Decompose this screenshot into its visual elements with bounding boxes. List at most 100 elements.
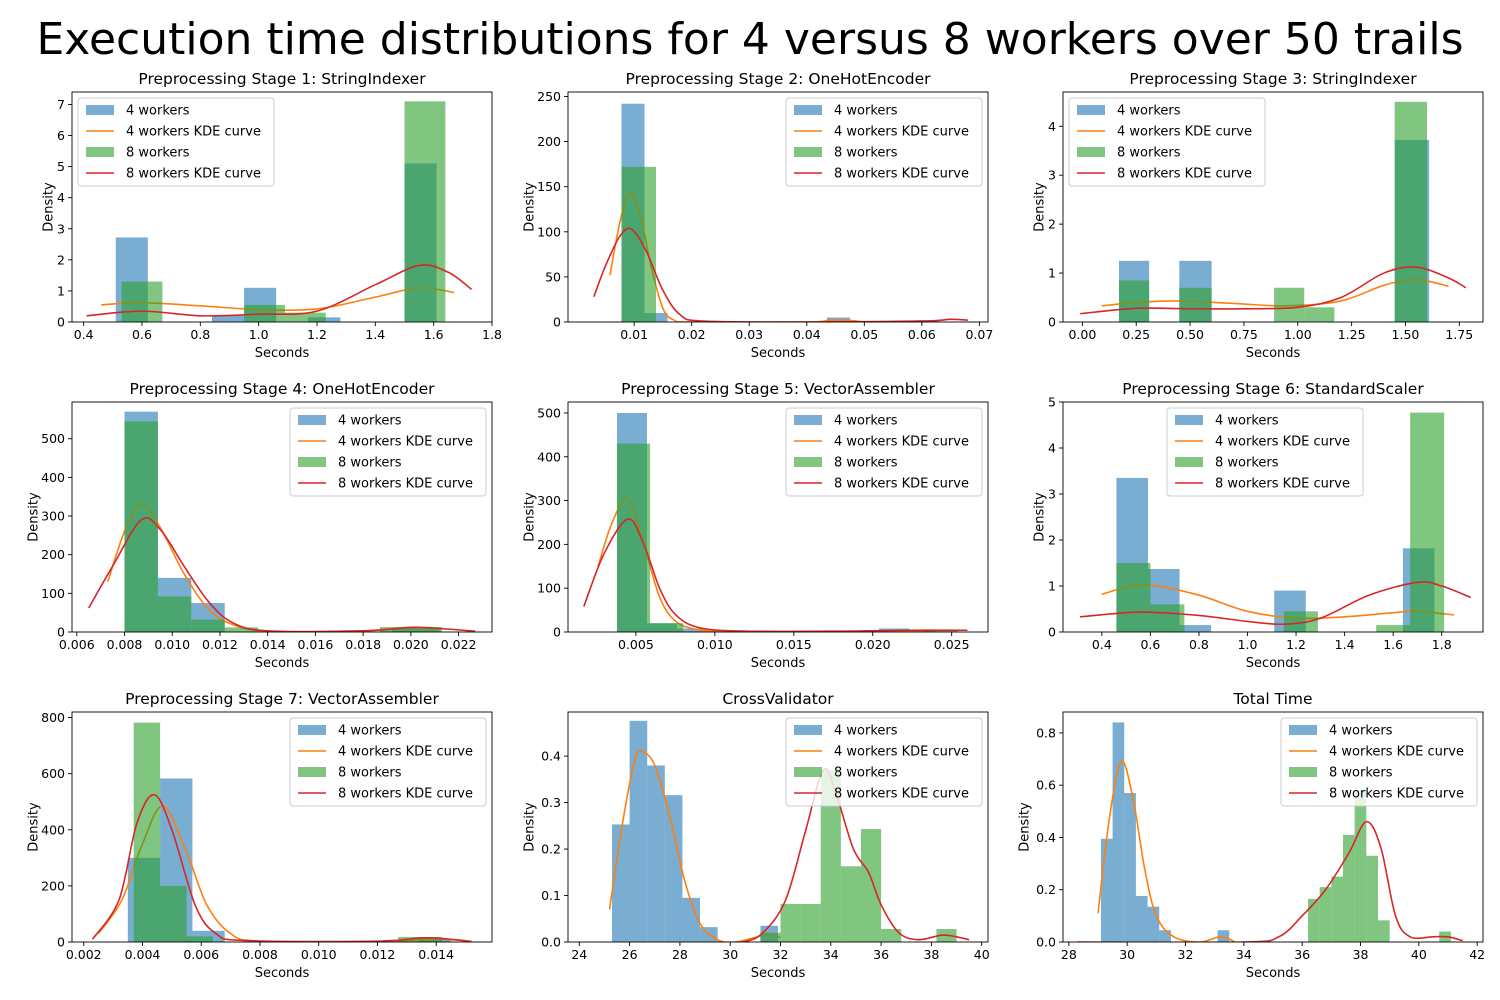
x-tick-label: 36 bbox=[873, 947, 889, 962]
legend-box bbox=[1280, 717, 1478, 807]
hist-bar bbox=[1100, 838, 1113, 942]
kde-curve bbox=[1079, 581, 1472, 626]
x-tick-label: 32 bbox=[1178, 947, 1194, 962]
legend-swatch bbox=[1289, 767, 1317, 777]
hist-bar bbox=[1135, 896, 1148, 942]
y-axis-label: Density bbox=[27, 492, 42, 542]
x-tick-label: 0.06 bbox=[908, 327, 936, 342]
kde-curve bbox=[91, 793, 472, 942]
hist-bar bbox=[1283, 611, 1318, 632]
y-tick-label: 200 bbox=[537, 537, 561, 552]
legend-label: 4 workers bbox=[338, 724, 402, 739]
legend-label: 8 workers KDE curve bbox=[834, 787, 969, 802]
legend-box bbox=[289, 717, 487, 807]
subplot-title: Preprocessing Stage 2: OneHotEncoder bbox=[626, 70, 932, 88]
y-tick-label: 3 bbox=[1048, 168, 1056, 183]
y-tick-label: 0 bbox=[57, 315, 65, 330]
hist-bar bbox=[124, 421, 158, 632]
x-tick-label: 0.015 bbox=[776, 637, 812, 652]
subplot-title: Preprocessing Stage 4: OneHotEncoder bbox=[130, 380, 436, 398]
subplot-6: 0.4 0.6 0.8 1.0 1.2 1.4 1.6 1.8 0 1 2 3 4 5 Preprocess… bbox=[1033, 380, 1484, 671]
x-tick-label: 30 bbox=[722, 947, 738, 962]
y-tick-label: 300 bbox=[41, 509, 65, 524]
x-tick-label: 1.75 bbox=[1445, 327, 1473, 342]
hist-bar bbox=[1394, 101, 1427, 322]
hist-bar bbox=[780, 903, 801, 942]
hist-bar bbox=[1124, 793, 1136, 942]
y-tick-label: 500 bbox=[537, 405, 561, 420]
legend: 4 workers 4 workers KDE curve 8 workers 8 w… bbox=[77, 97, 275, 187]
legend-label: 4 workers KDE curve bbox=[1117, 125, 1252, 140]
legend-label: 4 workers bbox=[126, 104, 190, 119]
y-tick-label: 100 bbox=[41, 586, 65, 601]
subplot-3: 0.00 0.25 0.50 0.75 1.00 1.25 1.50 1.75 0 1 2 3 4 Pre… bbox=[1033, 70, 1484, 361]
legend-box bbox=[785, 717, 983, 807]
subplot-title: Preprocessing Stage 1: StringIndexer bbox=[138, 70, 426, 88]
y-tick-label: 250 bbox=[537, 89, 561, 104]
y-tick-label: 3 bbox=[57, 221, 65, 236]
plot-area bbox=[88, 411, 476, 632]
y-axis-label: Density bbox=[523, 492, 538, 542]
subplot-7: 0.002 0.004 0.006 0.008 0.010 0.012 0.014 0 200 4… bbox=[27, 690, 493, 981]
x-tick-label: 0.75 bbox=[1230, 327, 1258, 342]
legend-swatch bbox=[1077, 105, 1105, 115]
legend-label: 4 workers bbox=[1215, 414, 1279, 429]
hist-bar bbox=[1378, 920, 1390, 942]
y-tick-label: 500 bbox=[41, 431, 65, 446]
hist-bar bbox=[1308, 898, 1320, 942]
y-tick-label: 5 bbox=[57, 159, 65, 174]
x-tick-label: 0.010 bbox=[301, 947, 337, 962]
y-tick-label: 1 bbox=[1048, 579, 1056, 594]
legend-box bbox=[1166, 407, 1364, 497]
kde-curve bbox=[593, 227, 968, 322]
x-tick-label: 0.07 bbox=[965, 327, 993, 342]
hist-bar bbox=[650, 623, 684, 632]
y-tick-label: 0.0 bbox=[1036, 935, 1056, 950]
x-tick-label: 34 bbox=[823, 947, 839, 962]
x-tick-label: 0.005 bbox=[618, 637, 654, 652]
legend-label: 8 workers bbox=[126, 146, 190, 161]
x-tick-label: 0.05 bbox=[850, 327, 878, 342]
hist-bar bbox=[616, 443, 651, 632]
hist-bar bbox=[800, 903, 821, 942]
x-tick-label: 1.4 bbox=[365, 327, 385, 342]
legend-swatch bbox=[794, 767, 822, 777]
x-tick-label: 26 bbox=[622, 947, 638, 962]
x-tick-label: 0.004 bbox=[125, 947, 161, 962]
subplot-5: 0.005 0.010 0.015 0.020 0.025 0 100 200 300 400 50… bbox=[523, 380, 989, 671]
plot-area bbox=[583, 412, 968, 632]
hist-bar bbox=[1112, 722, 1125, 942]
legend-swatch bbox=[794, 457, 822, 467]
legend-swatch bbox=[86, 105, 114, 115]
hist-bar bbox=[664, 795, 683, 942]
y-tick-label: 600 bbox=[41, 766, 65, 781]
x-tick-label: 0.4 bbox=[74, 327, 94, 342]
legend-label: 8 workers KDE curve bbox=[338, 477, 473, 492]
hist-bar bbox=[1274, 287, 1305, 322]
y-tick-label: 4 bbox=[57, 190, 65, 205]
legend-label: 4 workers KDE curve bbox=[834, 745, 969, 760]
y-axis-label: Density bbox=[42, 182, 57, 232]
y-tick-label: 400 bbox=[537, 449, 561, 464]
hist-bar bbox=[284, 312, 326, 322]
y-tick-label: 400 bbox=[41, 822, 65, 837]
y-tick-label: 100 bbox=[537, 581, 561, 596]
y-tick-label: 800 bbox=[41, 710, 65, 725]
legend-label: 8 workers KDE curve bbox=[834, 477, 969, 492]
legend-label: 4 workers bbox=[834, 724, 898, 739]
x-tick-label: 0.03 bbox=[735, 327, 763, 342]
x-tick-label: 1.00 bbox=[1284, 327, 1312, 342]
x-tick-label: 38 bbox=[923, 947, 939, 962]
legend-label: 4 workers KDE curve bbox=[834, 125, 969, 140]
hist-bar bbox=[1119, 280, 1150, 322]
subplot-title: Preprocessing Stage 3: StringIndexer bbox=[1129, 70, 1417, 88]
y-tick-label: 2 bbox=[1048, 217, 1056, 232]
legend-swatch bbox=[1289, 725, 1317, 735]
x-axis-label: Seconds bbox=[1246, 656, 1301, 671]
legend-label: 8 workers bbox=[338, 766, 402, 781]
legend-swatch bbox=[794, 147, 822, 157]
x-tick-label: 1.8 bbox=[482, 327, 502, 342]
y-tick-label: 2 bbox=[57, 252, 65, 267]
y-tick-label: 200 bbox=[41, 878, 65, 893]
legend-label: 8 workers bbox=[1329, 766, 1393, 781]
